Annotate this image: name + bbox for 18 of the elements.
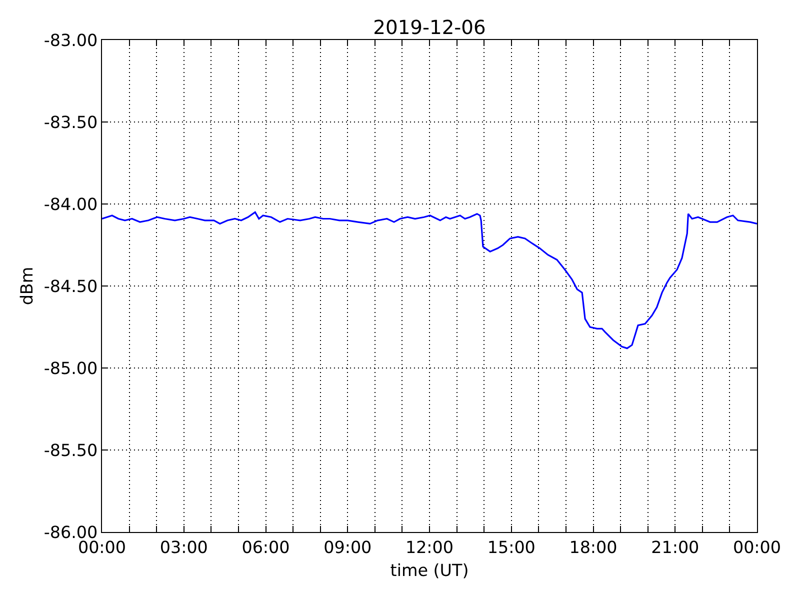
y-tick-label: -85.00 [44,358,98,378]
line-series [102,211,757,350]
x-axis-title: time (UT) [390,560,469,580]
y-tick-label: -84.00 [44,194,98,214]
x-tick-label: 18:00 [569,537,618,558]
x-tick-label: 15:00 [487,537,536,558]
y-tick-label: -84.50 [44,276,98,296]
y-axis-title: dBm [16,266,37,306]
y-tick-label: -85.50 [44,440,98,460]
y-tick-label: -83.50 [44,112,98,132]
chart-title: 2019-12-06 [373,16,486,39]
x-tick-label: 03:00 [160,537,208,558]
x-tick-label: 09:00 [324,537,372,558]
x-tick-label: 12:00 [405,537,454,558]
x-tick-label: 00:00 [732,537,782,558]
y-tick-label: -83.00 [44,30,98,50]
x-tick-label: 06:00 [242,537,290,558]
x-tick-label: 21:00 [651,537,700,558]
